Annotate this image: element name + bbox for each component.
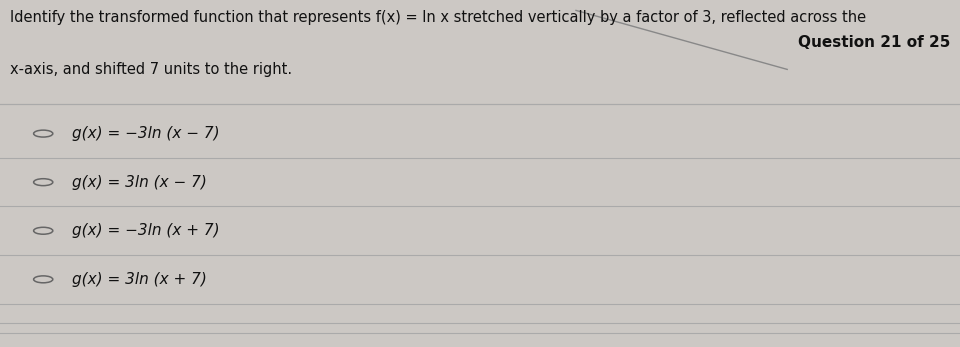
Text: Question 21 of 25: Question 21 of 25: [798, 35, 950, 50]
Text: g(x) = 3ln (x − 7): g(x) = 3ln (x − 7): [72, 175, 206, 190]
Text: g(x) = −3ln (x − 7): g(x) = −3ln (x − 7): [72, 126, 220, 141]
Text: g(x) = −3ln (x + 7): g(x) = −3ln (x + 7): [72, 223, 220, 238]
Text: g(x) = 3ln (x + 7): g(x) = 3ln (x + 7): [72, 272, 206, 287]
Text: Identify the transformed function that represents f(x) = ln x stretched vertical: Identify the transformed function that r…: [10, 10, 866, 25]
Text: x-axis, and shifted 7 units to the right.: x-axis, and shifted 7 units to the right…: [10, 62, 292, 77]
